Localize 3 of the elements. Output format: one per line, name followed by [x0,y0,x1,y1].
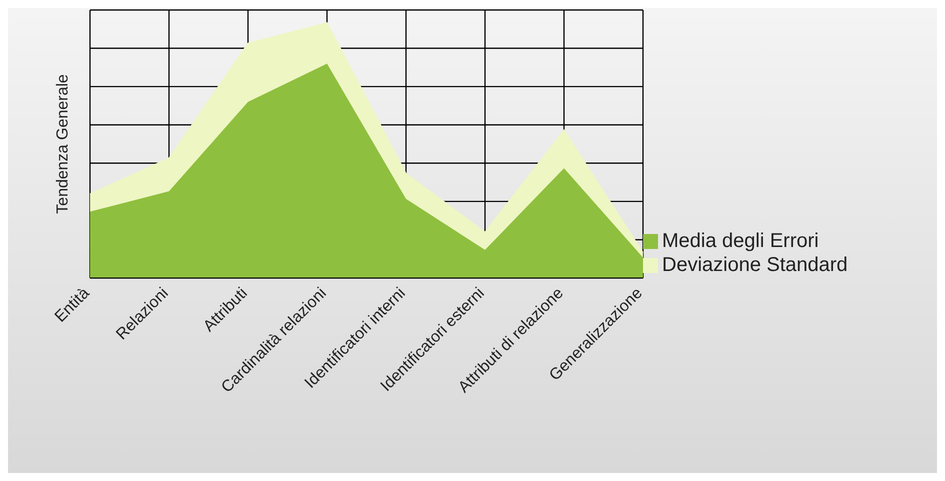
y-axis-title: Tendenza Generale [54,74,72,214]
legend-label: Media degli Errori [662,230,819,252]
series-label: Deviazione Standard [662,254,848,276]
